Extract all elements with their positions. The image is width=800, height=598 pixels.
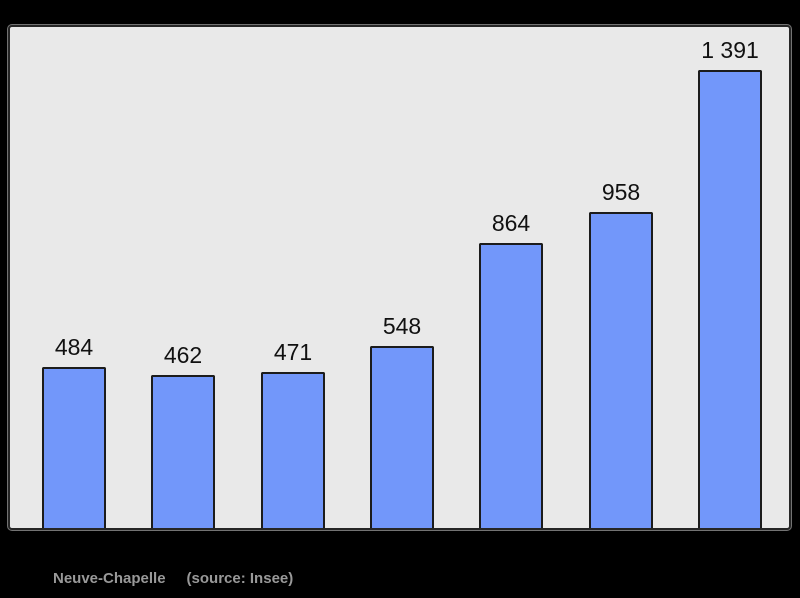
bar (261, 372, 325, 528)
bar-value-label: 548 (382, 313, 422, 339)
bar-value-label: 484 (54, 334, 94, 360)
bar-value-label: 462 (163, 342, 203, 368)
bar (370, 346, 434, 528)
bar (42, 367, 106, 528)
population-bar-chart: 484 462 471 548 864 958 1 391 (8, 25, 791, 530)
chart-caption: Neuve-Chapelle (source: Insee) (53, 570, 293, 587)
bar-value-label: 471 (273, 339, 313, 365)
bar (479, 243, 543, 528)
bar (151, 375, 215, 528)
bar-value-label: 958 (601, 179, 641, 205)
caption-commune-name: Neuve-Chapelle (53, 570, 166, 587)
bar (698, 70, 762, 528)
plot-area: 484 462 471 548 864 958 1 391 (10, 27, 789, 528)
caption-source: (source: Insee) (186, 570, 294, 587)
bar-value-label: 864 (491, 210, 531, 236)
bar-value-label: 1 391 (701, 37, 759, 63)
bar (589, 212, 653, 528)
